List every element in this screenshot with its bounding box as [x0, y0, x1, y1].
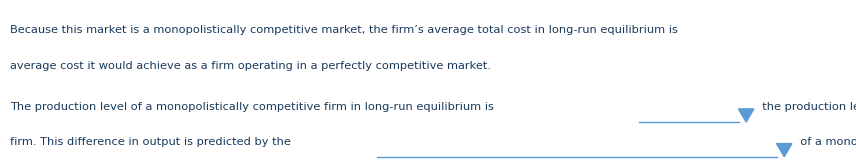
Text: the production level of a perfectly competitive: the production level of a perfectly comp…: [755, 102, 856, 112]
Polygon shape: [739, 109, 754, 122]
Polygon shape: [776, 144, 792, 157]
Text: firm. This difference in output is predicted by the: firm. This difference in output is predi…: [10, 137, 294, 147]
Text: average cost it would achieve as a firm operating in a perfectly competitive mar: average cost it would achieve as a firm …: [10, 61, 491, 71]
Text: Because this market is a monopolistically competitive market, the firm’s average: Because this market is a monopolisticall…: [10, 25, 681, 35]
Text: of a monopolistically competitive: of a monopolistically competitive: [793, 137, 856, 147]
Text: The production level of a monopolistically competitive firm in long-run equilibr: The production level of a monopolistical…: [10, 102, 498, 112]
